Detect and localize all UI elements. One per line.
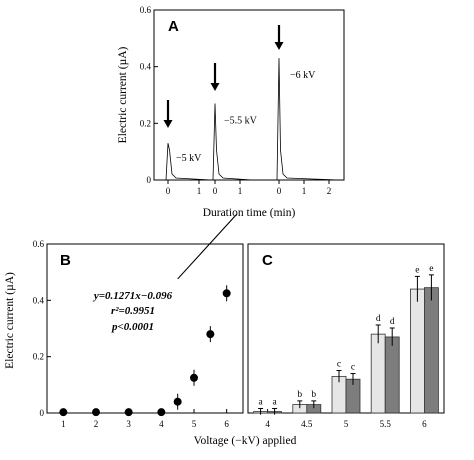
bar [384,336,400,414]
significance-letter: e [429,264,433,274]
peak-arrow [163,100,173,128]
y-tick-label: 0.2 [140,118,151,128]
x-tick-label: 1 [197,186,202,196]
panel-b-label: B [60,252,71,269]
trace-label: −5.5 kV [224,116,258,127]
panel-b-frame [46,243,244,414]
x-tick-label: 1 [302,186,307,196]
significance-letter: c [337,360,341,370]
y-tick-label: 0.2 [33,352,44,362]
x-tick-label: 6 [224,419,229,429]
peak-arrow-head [210,83,220,91]
trace-1: 0 1 −5 kV [156,100,212,196]
y-tick-label: 0.6 [33,239,45,249]
x-tick-label: 6 [422,419,427,429]
significance-letter: a [258,397,263,407]
panel-c: C 4 4.5 5 5.5 6 a b c d e a b c d e [247,243,445,429]
significance-letter: a [272,397,277,407]
x-tick-label: 0 [277,186,282,196]
panel-c-label: C [262,252,273,269]
x-tick-label: 2 [94,419,99,429]
y-tick-label: 0 [147,175,152,185]
x-tick-label: 3 [126,419,131,429]
significance-letter: c [351,363,355,373]
trace-3: 0 1 2 −6 kV [267,25,340,196]
trace-line [206,103,253,181]
data-point [190,373,198,382]
trace-label: −5 kV [176,153,202,164]
x-tick-label: 4 [159,419,164,429]
data-point [222,289,231,298]
trace-line [270,58,340,181]
data-point [59,408,68,417]
significance-letter: d [376,314,381,324]
x-tick-label: 0 [166,186,171,196]
panel-a-label: A [168,18,179,35]
peak-arrow-head [163,120,173,128]
y-tick-label: 0.4 [33,295,45,305]
peak-arrow [210,63,220,91]
trace-line [159,143,212,181]
panel-c-marks: a b c d e a b c d e [253,264,439,415]
panel-a-x-axis-label: Duration time (min) [203,207,296,219]
significance-letter: d [390,317,395,327]
peak-arrow [274,25,284,50]
panel-a-traces: 0 1 −5 kV 0 1 −5.5 kV 0 1 2 −6 kV [156,25,340,196]
significance-letter: b [297,390,302,400]
peak-arrow-head [274,42,284,50]
fit-r-squared: r²=0.9951 [111,305,155,317]
data-point [92,408,100,417]
fit-equation: y=0.1271x−0.096 [92,290,173,302]
x-tick-label: 0 [213,186,218,196]
fit-p-value: p<0.0001 [111,321,154,333]
trace-label: −6 kV [290,70,316,81]
panel-b: B Electric current (µA) 0 0.2 0.4 0.6 1 2 3 4 5 6… [4,214,244,429]
panel-a: A Electric current (µA) Duration time (m… [117,5,345,219]
x-tick-label: 4 [265,419,270,429]
x-tick-label: 2 [327,186,332,196]
x-tick-label: 1 [238,186,243,196]
data-point [157,408,166,417]
data-point [124,408,133,417]
shared-x-axis-label: Voltage (−kV) applied [194,435,297,447]
bar [423,287,439,414]
y-tick-label: 0.4 [140,62,152,72]
significance-letter: b [311,390,316,400]
bar [409,288,425,414]
data-point [206,330,215,339]
panel-b-axes: 0 0.2 0.4 0.6 1 2 3 4 5 6 [33,239,230,429]
trace-2: 0 1 −5.5 kV [203,63,258,196]
panel-b-marks [59,214,237,417]
x-tick-label: 5 [344,419,349,429]
regression-line [177,214,237,280]
x-tick-label: 4.5 [301,419,313,429]
x-tick-label: 5 [192,419,197,429]
data-point [173,397,182,406]
y-tick-label: 0.6 [140,5,152,15]
significance-letter: e [415,265,419,275]
x-tick-label: 5.5 [380,419,392,429]
panel-a-y-axis-label: Electric current (µA) [117,47,129,144]
y-tick-label: 0 [40,408,45,418]
panel-a-y-axis: 0 0.2 0.4 0.6 [140,5,158,185]
bar [370,333,386,414]
panel-b-y-axis-label: Electric current (µA) [4,272,16,369]
x-tick-label: 1 [61,419,66,429]
